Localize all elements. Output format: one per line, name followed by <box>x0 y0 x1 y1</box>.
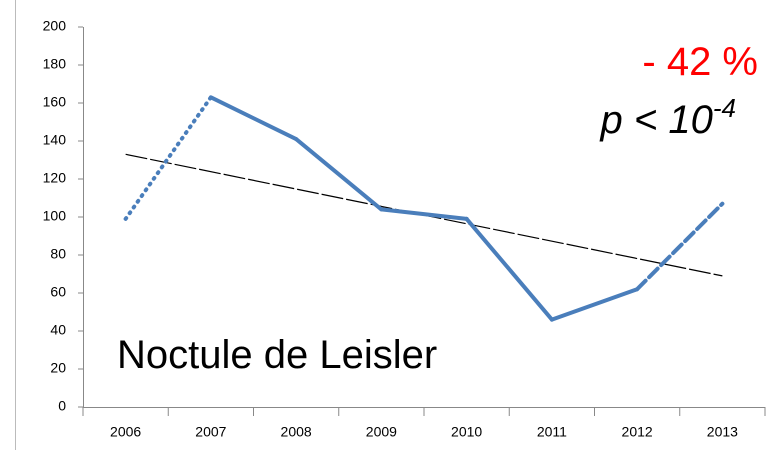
x-tick-label: 2009 <box>366 424 397 440</box>
y-tick-label: 0 <box>58 398 66 414</box>
annotation-p-base: p < 10 <box>600 98 713 142</box>
y-tick-label: 20 <box>50 360 66 376</box>
line-segment <box>208 95 299 142</box>
y-tick-label: 120 <box>43 170 67 186</box>
x-tick-label: 2007 <box>195 424 226 440</box>
x-tick-label: 2008 <box>281 424 312 440</box>
line-segment <box>123 95 213 221</box>
x-tick-label: 2013 <box>707 424 738 440</box>
y-tick-label: 180 <box>43 56 67 72</box>
x-tick-label: 2012 <box>622 424 653 440</box>
species-label: Noctule de Leisler <box>117 333 437 377</box>
y-tick-label: 140 <box>43 132 67 148</box>
line-segment <box>294 137 384 212</box>
line-segment <box>379 207 469 221</box>
y-tick-label: 160 <box>43 94 67 110</box>
x-tick-label: 2011 <box>537 424 567 440</box>
y-tick-label: 200 <box>43 18 67 34</box>
x-tick-label: 2006 <box>110 424 141 440</box>
annotation-p: p < 10-4 <box>600 93 736 142</box>
line-segment <box>464 216 554 322</box>
annotation-p-exp: -4 <box>713 93 736 123</box>
y-tick-label: 100 <box>43 208 67 224</box>
line-segment <box>549 287 640 322</box>
line-segment <box>635 201 725 292</box>
y-tick-label: 40 <box>50 322 66 338</box>
annotation-change: - 42 % <box>642 40 758 84</box>
x-tick-label: 2010 <box>451 424 482 440</box>
y-tick-label: 80 <box>50 246 66 262</box>
y-tick-label: 60 <box>50 284 66 300</box>
